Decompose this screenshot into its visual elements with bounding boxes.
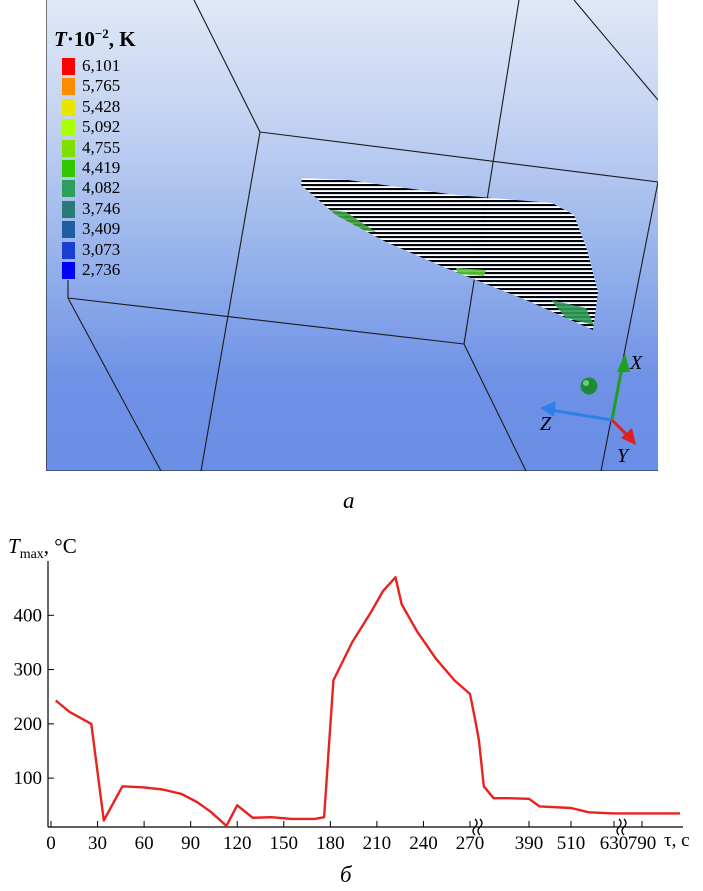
axis-breaks: [472, 818, 627, 836]
legend-swatch: [62, 180, 75, 198]
y-tick-label: 400: [14, 605, 43, 626]
legend-swatch: [62, 200, 75, 218]
legend-swatch: [62, 98, 75, 116]
x-axis-label: X: [630, 352, 643, 374]
x-tick-label: 510: [557, 833, 586, 854]
temperature-legend: T·10−2, K 6,101 5,765 5,428 5,092 4,755 4,419…: [54, 26, 184, 279]
panel-a-label: a: [343, 488, 355, 513]
x-tick-label: 60: [135, 833, 154, 854]
y-axis-label: Y: [617, 445, 629, 467]
x-tick-label: 270: [456, 833, 485, 854]
legend-title: T·10−2, K: [54, 26, 136, 51]
axis-break-mark: [477, 818, 483, 836]
legend-swatch: [62, 241, 75, 259]
heated-body: [301, 178, 598, 330]
legend-swatch: [62, 221, 75, 239]
chart-axes: [47, 561, 683, 828]
legend-swatch: [62, 58, 75, 75]
axis-break-mark: [621, 818, 627, 836]
y-tick-label: 300: [14, 660, 43, 681]
axis-triad: [540, 353, 636, 445]
y-tick-label: 200: [14, 714, 43, 735]
x-tick-label: 630: [600, 833, 629, 854]
legend-value: 4,755: [82, 137, 121, 157]
legend-value: 5,765: [82, 76, 121, 96]
x-tick-label: 30: [88, 833, 107, 854]
legend-value: 2,736: [82, 260, 121, 279]
scene-wireframe: [46, 0, 658, 471]
legend-value: 5,092: [82, 117, 121, 137]
panel-b-label: б: [340, 862, 352, 887]
legend-value: 6,101: [82, 56, 121, 75]
legend-swatch: [62, 139, 75, 157]
legend-value: 3,746: [82, 198, 121, 218]
x-tick-label: 210: [363, 833, 392, 854]
y-axis-title: Tmax, °C: [8, 534, 77, 562]
x-tick-label: 0: [46, 833, 56, 854]
x-tick-label: 390: [515, 833, 544, 854]
x-tick-label: 180: [316, 833, 345, 854]
legend-value: 5,428: [82, 96, 121, 116]
3d-viewport[interactable]: T·10−2, K 6,101 5,765 5,428 5,092 4,755 4,419…: [46, 0, 658, 471]
axis-break-mark: [616, 818, 622, 836]
x-tick-label: 120: [223, 833, 252, 854]
x-tick-label: 90: [181, 833, 200, 854]
series-line: [54, 576, 680, 828]
legend-value: 4,419: [82, 158, 121, 177]
legend-value: 3,073: [82, 239, 121, 259]
x-axis-title: τ, с: [664, 830, 690, 851]
x-tick-label: 240: [409, 833, 438, 854]
legend-value: 4,082: [82, 178, 121, 198]
axis-break-mark: [472, 818, 478, 836]
legend-swatch: [62, 262, 75, 279]
z-axis-label: Z: [540, 413, 552, 435]
legend-swatch: [62, 160, 75, 177]
legend-value: 3,409: [82, 219, 121, 239]
legend-swatch: [62, 78, 75, 96]
y-tick-label: 100: [14, 768, 43, 789]
x-tick-label: 790: [628, 833, 657, 854]
legend-swatch: [62, 119, 75, 137]
x-tick-label: 150: [270, 833, 299, 854]
temperature-chart: Tmax, °C 100 200 300 400 0 30 60 90 120 150 180 21…: [8, 534, 690, 854]
